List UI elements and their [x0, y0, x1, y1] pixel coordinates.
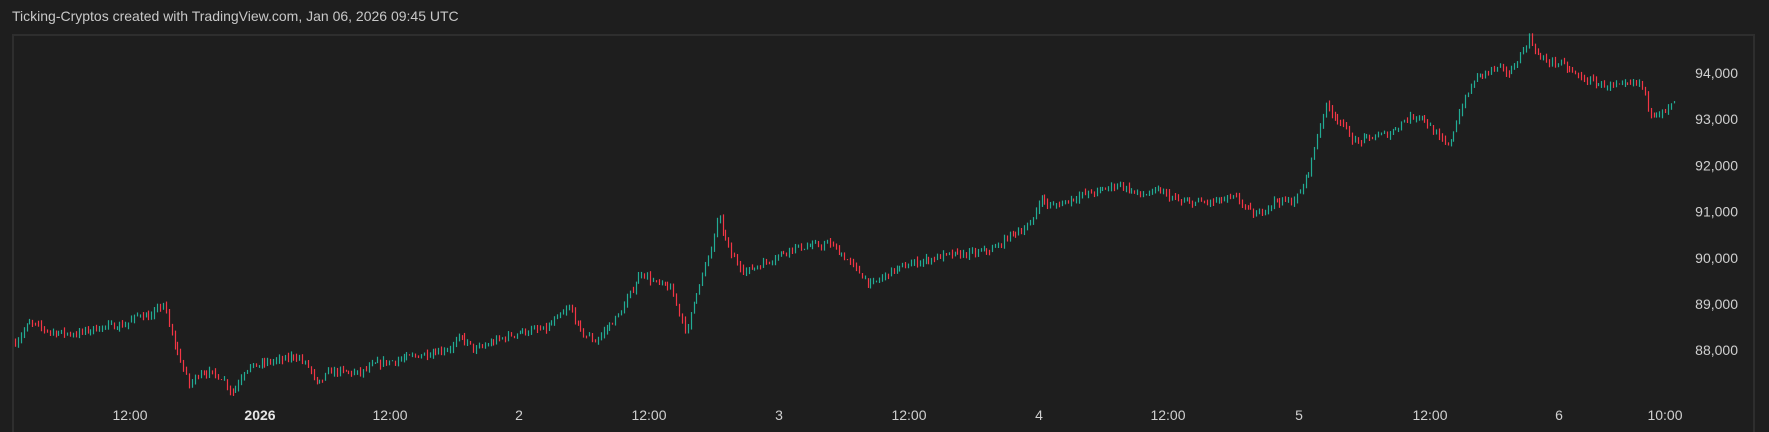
price-tick-label: 89,000 [1695, 296, 1738, 312]
price-tick-label: 92,000 [1695, 157, 1738, 173]
time-tick-label: 10:00 [1647, 407, 1682, 423]
time-tick-label: 12:00 [112, 407, 147, 423]
time-tick-label: 12:00 [1150, 407, 1185, 423]
time-tick-label: 4 [1035, 407, 1043, 423]
price-tick-label: 91,000 [1695, 204, 1738, 220]
price-axis[interactable]: 94,000 93,000 92,000 91,000 90,000 89,000 88,0… [1695, 65, 1738, 358]
price-tick-label: 93,000 [1695, 111, 1738, 127]
chart-title: Ticking-Cryptos created with TradingView… [12, 8, 459, 24]
time-tick-label: 3 [775, 407, 783, 423]
time-tick-label: 6 [1555, 407, 1563, 423]
chart-frame [12, 34, 1755, 432]
time-tick-label: 2026 [244, 407, 275, 423]
time-tick-label: 12:00 [891, 407, 926, 423]
time-tick-label: 2 [515, 407, 523, 423]
time-tick-label: 12:00 [631, 407, 666, 423]
price-tick-label: 90,000 [1695, 250, 1738, 266]
time-tick-label: 12:00 [1412, 407, 1447, 423]
price-tick-label: 94,000 [1695, 65, 1738, 81]
ohlc-bars [14, 33, 1676, 396]
time-tick-label: 5 [1295, 407, 1303, 423]
time-axis[interactable]: 12:00 2026 12:00 2 12:00 3 12:00 4 12:00 5 12:00 6 1… [112, 407, 1682, 423]
time-tick-label: 12:00 [372, 407, 407, 423]
price-tick-label: 88,000 [1695, 342, 1738, 358]
